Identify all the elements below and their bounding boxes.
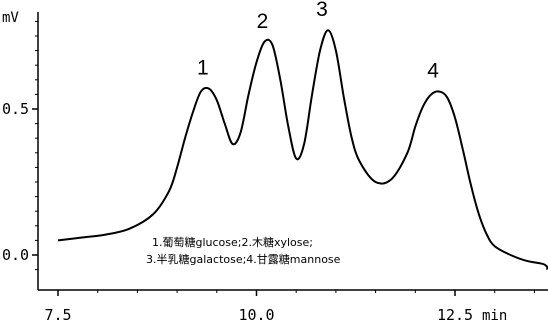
legend-line-1: 1.葡萄糖glucose;2.木糖xylose; (152, 235, 313, 249)
legend-line-2: 3.半乳糖galactose;4.甘露糖mannose (146, 252, 341, 266)
chromatogram-trace (57, 29, 548, 270)
x-tick-label-2: 12.5 (437, 306, 473, 324)
y-tick-label-1: 0.5 (2, 100, 29, 118)
x-axis-unit: min (482, 308, 507, 324)
peak-label-1: 1 (197, 57, 209, 80)
peak-label-4: 4 (427, 59, 439, 82)
peak-label-2: 2 (257, 10, 269, 33)
x-ticks: 7.5 10.0 12.5 (44, 290, 535, 324)
y-ticks: 0.0 0.5 (2, 20, 38, 271)
x-tick-label-1: 10.0 (238, 306, 274, 324)
peak-labels: 1 2 3 4 (197, 0, 439, 82)
x-tick-label-0: 7.5 (44, 306, 71, 324)
y-tick-label-0: 0.0 (2, 246, 29, 264)
y-axis-unit: mV (2, 10, 19, 26)
peak-label-3: 3 (316, 0, 328, 21)
